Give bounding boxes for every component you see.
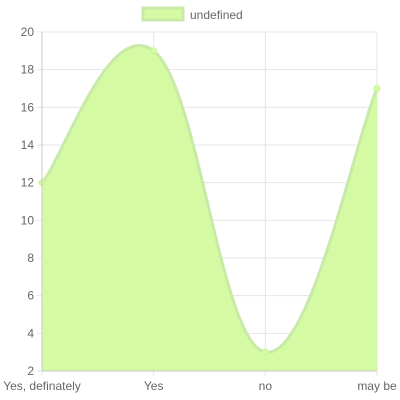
data-point[interactable] <box>150 47 158 55</box>
data-point[interactable] <box>261 348 269 356</box>
x-tick-label: Yes <box>144 379 164 393</box>
series-area <box>40 44 379 372</box>
y-tick-label: 16 <box>21 100 35 114</box>
y-tick-label: 2 <box>27 364 34 378</box>
data-points <box>38 47 381 356</box>
x-tick-label: may be <box>357 379 397 393</box>
legend-label[interactable]: undefined <box>190 8 243 22</box>
data-point[interactable] <box>373 85 381 92</box>
y-tick-label: 14 <box>21 138 35 152</box>
y-tick-label: 8 <box>27 251 34 265</box>
axes <box>41 32 377 372</box>
x-tick-label: no <box>259 379 273 393</box>
y-tick-label: 6 <box>27 289 34 303</box>
legend: undefined <box>141 6 243 22</box>
y-tick-label: 20 <box>21 25 35 39</box>
legend-swatch[interactable] <box>141 6 185 22</box>
y-tick-label: 10 <box>21 213 35 227</box>
x-tick-label: Yes, definately <box>3 379 81 393</box>
series-area-fill <box>42 45 377 372</box>
y-tick-label: 12 <box>21 176 35 190</box>
y-tick-label: 18 <box>21 63 35 77</box>
series-line <box>40 44 379 354</box>
x-axis-tick-labels: Yes, definately Yes no may be <box>3 379 397 393</box>
y-axis-tick-labels: 2 4 6 8 10 12 14 16 18 20 <box>21 25 35 378</box>
y-tick-label: 4 <box>27 326 34 340</box>
